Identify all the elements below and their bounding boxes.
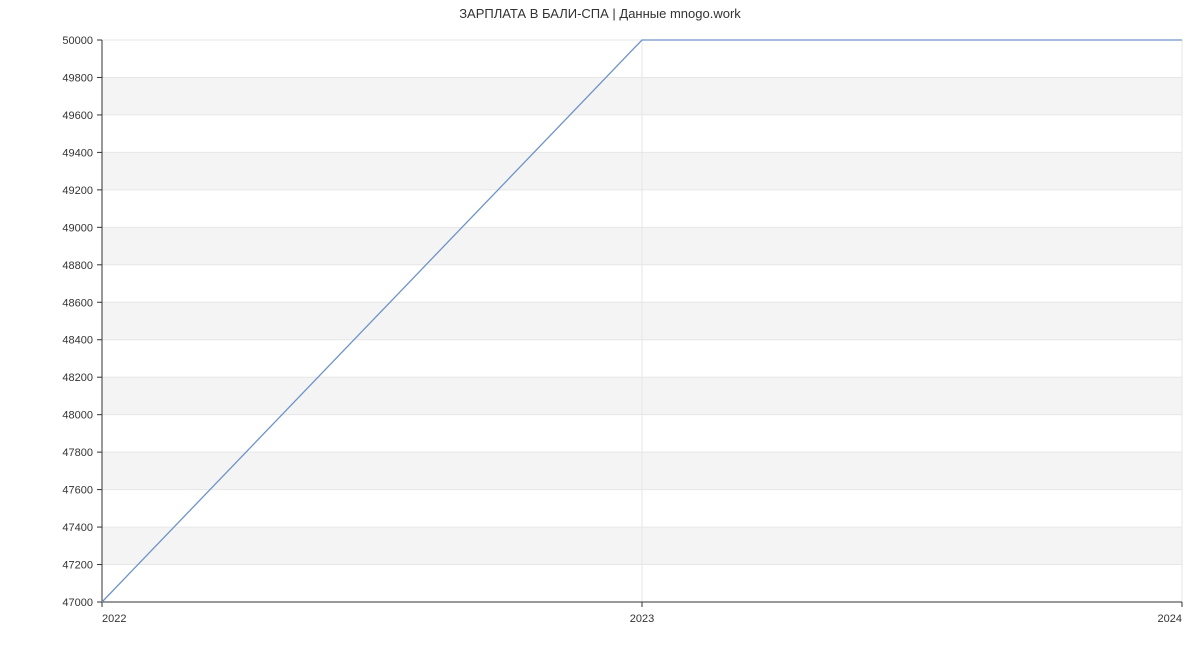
y-tick-label: 49800 — [62, 72, 93, 84]
x-tick-label: 2023 — [630, 613, 654, 625]
chart-svg: 47000 47200 47400 47600 47800 48000 48200 48400… — [0, 0, 1200, 650]
y-tick-label: 48200 — [62, 372, 93, 384]
y-tick-label: 49600 — [62, 110, 93, 122]
y-tick-label: 47400 — [62, 522, 93, 534]
y-tick-label: 48800 — [62, 260, 93, 272]
y-tick-label: 48400 — [62, 335, 93, 347]
chart-title: ЗАРПЛАТА В БАЛИ-СПА | Данные mnogo.work — [0, 6, 1200, 21]
y-tick-label: 47800 — [62, 447, 93, 459]
y-tick-label: 49000 — [62, 222, 93, 234]
y-tick-label: 49400 — [62, 147, 93, 159]
y-tick-label: 47600 — [62, 485, 93, 497]
y-tick-label: 49200 — [62, 185, 93, 197]
line-chart: ЗАРПЛАТА В БАЛИ-СПА | Данные mnogo.work … — [0, 0, 1200, 650]
y-tick-label: 48600 — [62, 297, 93, 309]
y-tick-label: 48000 — [62, 410, 93, 422]
y-tick-label: 50000 — [62, 35, 93, 47]
x-tick-label: 2022 — [102, 613, 126, 625]
y-tick-label: 47200 — [62, 560, 93, 572]
x-tick-label: 2024 — [1158, 613, 1182, 625]
y-tick-label: 47000 — [62, 597, 93, 609]
